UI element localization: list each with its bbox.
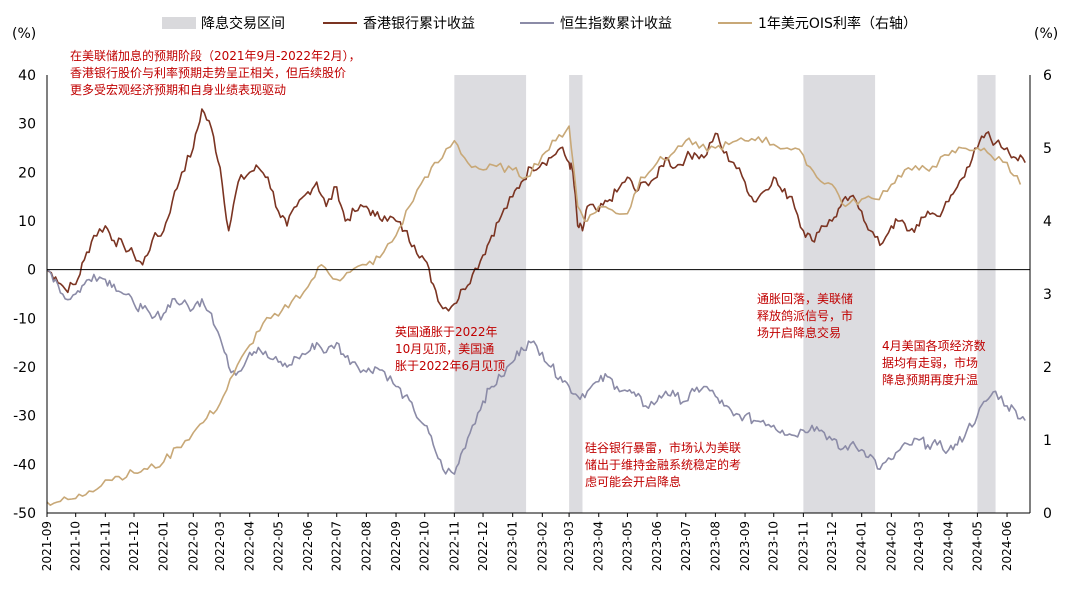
legend-ois-label: 1年美元OIS利率（右轴） [758,15,917,32]
x-tick-label: 2022-03 [213,521,227,571]
shaded-range [454,75,527,513]
svg-text:胀于2022年6月见顶: 胀于2022年6月见顶 [395,359,505,373]
annotation-april-data: 4月美国各项经济数 据均有走弱，市场 降息预期再度升温 [882,338,986,387]
x-tick-label: 2021-12 [127,521,141,571]
x-tick-label: 2023-02 [535,521,549,571]
x-tick-label: 2021-09 [40,521,54,571]
x-tick-label: 2023-11 [796,521,810,571]
shaded-range [569,75,583,513]
shaded-range [803,75,876,513]
x-tick-label: 2023-06 [650,521,664,571]
svg-text:更多受宏观经济预期和自身业绩表现驱动: 更多受宏观经济预期和自身业绩表现驱动 [70,82,286,97]
left-tick-label: 10 [18,214,36,230]
right-axis-ticks: 6 5 4 3 2 1 0 [1043,68,1052,522]
svg-text:释放鸽派信号，市: 释放鸽派信号，市 [757,308,853,323]
series-lines [46,108,1026,506]
x-tick-label: 2023-07 [679,521,693,571]
x-tick-label: 2023-04 [592,521,606,571]
svg-text:降息预期再度升温: 降息预期再度升温 [882,372,978,387]
annotation-fed-hike: 在美联储加息的预期阶段（2021年9月-2022年2月）， 香港银行股价与利率预… [70,48,361,97]
right-tick-label: 2 [1043,360,1052,376]
x-tick-label: 2022-09 [389,521,403,571]
x-tick-label: 2021-11 [98,521,112,571]
left-axis-ticks: 40 30 20 10 0 -10 -20 -30 -40 -50 [13,68,36,522]
x-tick-label: 2024-06 [1000,521,1014,571]
x-tick-label: 2022-01 [157,521,171,571]
svg-text:场开启降息交易: 场开启降息交易 [757,325,841,340]
right-tick-label: 6 [1043,68,1052,84]
x-tick-label: 2021-10 [69,521,83,571]
legend-shade-swatch [162,17,196,29]
right-tick-label: 0 [1043,506,1052,522]
left-tick-label: -20 [13,360,36,376]
x-tick-label: 2023-09 [738,521,752,571]
annotation-dovish: 通胀回落，美联储 释放鸽派信号，市 场开启降息交易 [757,291,853,340]
left-tick-label: 0 [27,263,36,279]
x-tick-label: 2024-05 [970,521,984,571]
series-line-ois-1y [46,125,1022,506]
x-tick-label: 2022-11 [447,521,461,571]
svg-text:通胀回落，美联储: 通胀回落，美联储 [757,291,853,306]
x-tick-label: 2024-04 [942,521,956,571]
svg-text:储出于维持金融系统稳定的考: 储出于维持金融系统稳定的考 [585,457,741,472]
shaded-ranges [454,75,996,513]
series-line-hk-banks [46,108,1026,312]
right-tick-label: 4 [1043,214,1052,230]
svg-text:据均有走弱，市场: 据均有走弱，市场 [882,355,978,370]
x-tick-label: 2023-01 [506,521,520,571]
x-axis-ticks: 2021-09 2021-10 2021-11 2021-12 2022-01 2022-… [40,513,1014,571]
x-tick-label: 2023-08 [708,521,722,571]
left-tick-label: -30 [13,409,36,425]
x-tick-label: 2024-02 [884,521,898,571]
legend: 降息交易区间 香港银行累计收益 恒生指数累计收益 1年美元OIS利率（右轴） [162,15,917,32]
svg-text:10月见顶，美国通: 10月见顶，美国通 [395,342,494,356]
annotation-svb: 硅谷银行暴雷，市场认为美联 储出于维持金融系统稳定的考 虑可能会开启降息 [585,440,741,489]
svg-text:硅谷银行暴雷，市场认为美联: 硅谷银行暴雷，市场认为美联 [585,440,741,455]
left-tick-label: 40 [18,68,36,84]
x-tick-label: 2023-12 [825,521,839,571]
left-tick-label: -50 [13,506,36,522]
x-tick-label: 2022-05 [271,521,285,571]
svg-text:香港银行股价与利率预期走势呈正相关，但后续股价: 香港银行股价与利率预期走势呈正相关，但后续股价 [70,65,346,80]
svg-text:在美联储加息的预期阶段（2021年9月-2022年2月），: 在美联储加息的预期阶段（2021年9月-2022年2月）， [70,48,361,63]
x-tick-label: 2022-12 [476,521,490,571]
legend-shade-label: 降息交易区间 [201,15,285,32]
left-tick-label: 30 [18,117,36,133]
x-tick-label: 2024-01 [855,521,869,571]
x-tick-label: 2023-03 [562,521,576,571]
right-tick-label: 5 [1043,141,1052,157]
right-tick-label: 1 [1043,433,1052,449]
right-axis-unit: (%) [1034,26,1058,42]
series-line-hang-seng [46,268,1026,475]
x-tick-label: 2023-05 [620,521,634,571]
svg-text:4月美国各项经济数: 4月美国各项经济数 [882,338,986,353]
right-tick-label: 3 [1043,287,1052,303]
annotation-inflation-peak: 英国通胀于2022年 10月见顶，美国通 胀于2022年6月见顶 [395,325,505,373]
x-tick-label: 2023-10 [767,521,781,571]
x-tick-label: 2022-08 [359,521,373,571]
left-tick-label: -10 [13,311,36,327]
left-tick-label: -40 [13,457,36,473]
x-tick-label: 2022-02 [186,521,200,571]
x-tick-label: 2022-10 [418,521,432,571]
x-tick-label: 2022-04 [243,521,257,571]
x-tick-label: 2022-06 [301,521,315,571]
left-axis-unit: (%) [12,26,36,42]
x-tick-label: 2024-03 [912,521,926,571]
legend-bank-label: 香港银行累计收益 [363,16,475,32]
svg-text:虑可能会开启降息: 虑可能会开启降息 [585,474,681,489]
left-tick-label: 20 [18,165,36,181]
x-tick-label: 2022-07 [330,521,344,571]
svg-text:英国通胀于2022年: 英国通胀于2022年 [395,325,498,339]
legend-hsi-label: 恒生指数累计收益 [560,16,672,32]
